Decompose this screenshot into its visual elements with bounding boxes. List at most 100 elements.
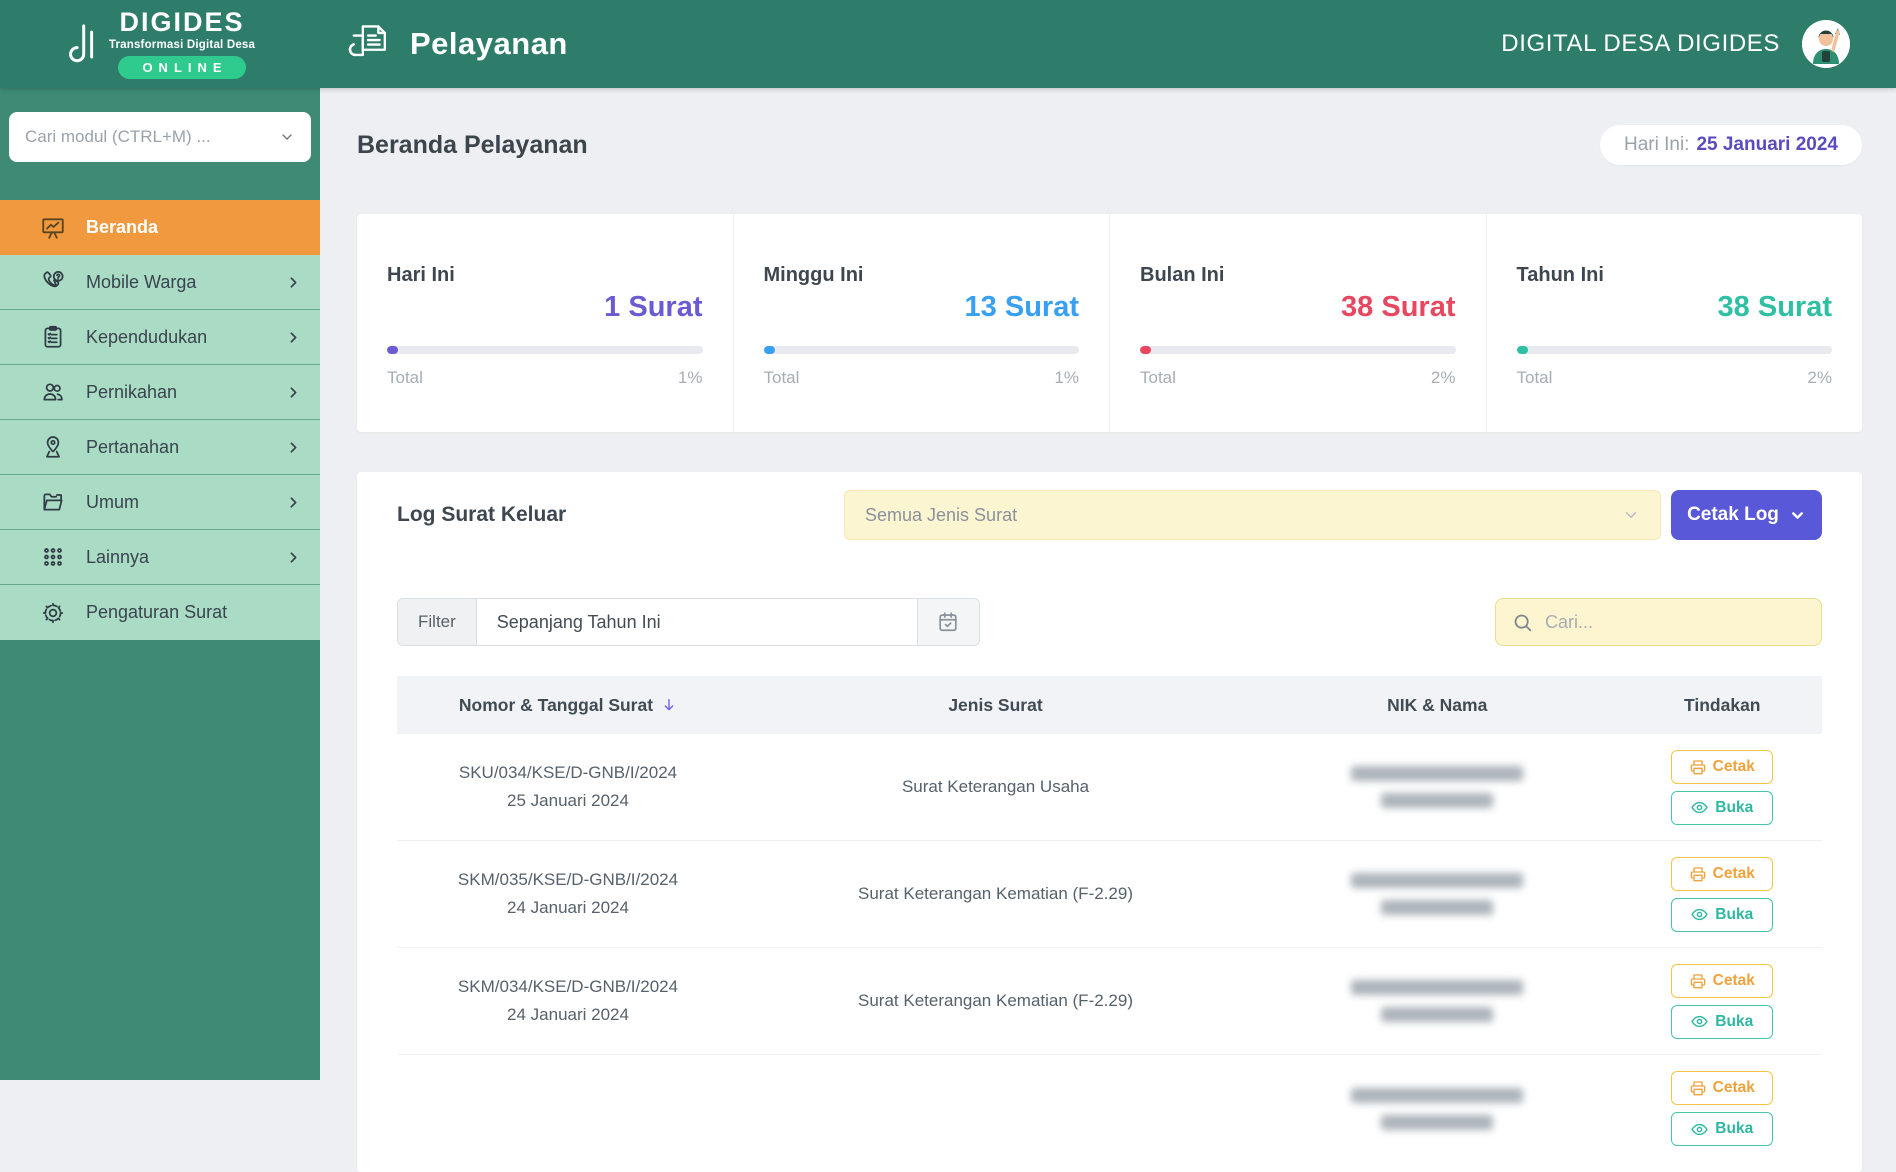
table-search-input[interactable] [1545, 611, 1805, 633]
stat-label: Minggu Ini [763, 264, 864, 286]
doc-type: Surat Keterangan Kematian (F-2.29) [858, 991, 1133, 1010]
column-header-nomor[interactable]: Nomor & Tanggal Surat [397, 695, 739, 716]
redacted-nik [1351, 873, 1524, 888]
table-search[interactable] [1495, 598, 1822, 646]
column-header-jenis: Jenis Surat [948, 694, 1043, 715]
module-search-input[interactable] [25, 127, 279, 147]
page-title: Beranda Pelayanan [357, 130, 588, 159]
redacted-nik [1351, 1087, 1524, 1103]
stat-total-label: Total [1140, 368, 1176, 387]
sidebar-menu: Beranda Mobile Warga Kependudukan Pernik… [0, 200, 320, 640]
buka-button[interactable]: Buka [1671, 1004, 1774, 1039]
stat-percent: 2% [1430, 368, 1456, 387]
chevron-right-icon [285, 494, 302, 511]
cetak-button[interactable]: Cetak [1671, 963, 1774, 998]
brand-logo: DIGIDES Transformasi Digital Desa ONLINE [0, 0, 320, 88]
mobile-icon [40, 269, 66, 295]
stat-percent: 1% [677, 368, 703, 387]
period-filter-group: Filter [397, 598, 980, 646]
stat-card-bulan-ini: Bulan Ini 38 Surat Total 2% [1110, 214, 1487, 432]
table-row: SKM/034/KSE/D-GNB/I/2024 24 Januari 2024… [397, 948, 1822, 1055]
table-row: SKM/035/KSE/D-GNB/I/2024 24 Januari 2024… [397, 841, 1822, 948]
main-content: Beranda Pelayanan Hari Ini: 25 Januari 2… [320, 88, 1896, 1172]
log-table: Nomor & Tanggal Surat Jenis Surat NIK & … [397, 676, 1822, 1162]
sidebar-item-pengaturan-surat[interactable]: Pengaturan Surat [0, 585, 320, 640]
stat-progress-fill [763, 346, 775, 354]
chevron-right-icon [285, 439, 302, 456]
sidebar-item-umum[interactable]: Umum [0, 475, 320, 530]
brand-online-badge: ONLINE [118, 55, 246, 80]
sidebar-item-pertanahan[interactable]: Pertanahan [0, 420, 320, 475]
sort-descending-icon [661, 697, 677, 713]
redacted-nik [1351, 980, 1524, 995]
stat-card-hari-ini: Hari Ini 1 Surat Total 1% [357, 214, 734, 432]
chevron-down-icon [279, 129, 295, 145]
avatar[interactable] [1802, 20, 1850, 68]
documents-icon [342, 20, 394, 69]
sidebar-item-kependudukan[interactable]: Kependudukan [0, 310, 320, 365]
log-surat-keluar-panel: Log Surat Keluar Semua Jenis Surat Cetak… [357, 472, 1862, 1172]
stat-progress-bar [1140, 346, 1456, 354]
buka-button[interactable]: Buka [1671, 790, 1774, 825]
cetak-button[interactable]: Cetak [1671, 1071, 1774, 1105]
stat-total-label: Total [387, 368, 423, 387]
chevron-right-icon [285, 329, 302, 346]
cetak-button[interactable]: Cetak [1671, 856, 1774, 891]
printer-icon [1690, 1080, 1706, 1096]
module-search[interactable] [9, 112, 311, 162]
identity-redacted [1252, 980, 1623, 1022]
doc-date: 24 Januari 2024 [507, 1005, 629, 1024]
stat-progress-fill [1516, 346, 1528, 354]
redacted-name [1381, 1114, 1494, 1130]
identity-redacted [1252, 873, 1623, 915]
identity-redacted [1252, 766, 1623, 808]
doc-type: Surat Keterangan Usaha [901, 777, 1090, 796]
calendar-icon[interactable] [916, 599, 979, 645]
sidebar-item-mobile-warga[interactable]: Mobile Warga [0, 255, 320, 310]
cetak-log-button[interactable]: Cetak Log [1671, 490, 1822, 540]
doc-number: SKM/034/KSE/D-GNB/I/2024 [457, 977, 679, 996]
stat-progress-fill [387, 346, 398, 354]
eye-icon [1691, 1013, 1708, 1030]
doc-type: Surat Keterangan Kematian (F-2.29) [858, 884, 1133, 903]
buka-button[interactable]: Buka [1671, 1112, 1774, 1146]
filter-label: Filter [398, 599, 477, 645]
redacted-name [1381, 900, 1494, 915]
column-header-tindakan: Tindakan [1683, 694, 1761, 715]
sidebar-item-beranda[interactable]: Beranda [0, 200, 320, 255]
date-value: 25 Januari 2024 [1696, 134, 1838, 155]
dashboard-icon [40, 215, 66, 241]
doc-date: 25 Januari 2024 [507, 791, 629, 810]
doc-number: SKU/034/KSE/D-GNB/I/2024 [458, 763, 678, 782]
sidebar: Beranda Mobile Warga Kependudukan Pernik… [0, 88, 320, 1080]
cetak-log-label: Cetak Log [1687, 504, 1779, 525]
table-body: SKU/034/KSE/D-GNB/I/2024 25 Januari 2024… [397, 734, 1822, 1162]
date-label: Hari Ini: [1623, 134, 1690, 155]
printer-icon [1690, 973, 1706, 989]
period-filter-input[interactable] [476, 599, 917, 645]
log-section-title: Log Surat Keluar [397, 503, 567, 526]
sidebar-item-pernikahan[interactable]: Pernikahan [0, 365, 320, 420]
stats-cards: Hari Ini 1 Surat Total 1% Minggu Ini 13 … [357, 214, 1862, 432]
stat-percent: 2% [1807, 368, 1832, 387]
stat-card-minggu-ini: Minggu Ini 13 Surat Total 1% [734, 214, 1110, 432]
stat-percent: 1% [1054, 368, 1079, 387]
eye-icon [1691, 799, 1708, 816]
chevron-right-icon [285, 274, 302, 291]
search-icon [1512, 612, 1533, 633]
cetak-button[interactable]: Cetak [1671, 749, 1774, 784]
stat-progress-bar [1516, 346, 1832, 354]
grid-icon [40, 544, 66, 570]
stat-total-label: Total [1516, 368, 1553, 387]
brand-name: DIGIDES [119, 6, 245, 37]
today-date-pill: Hari Ini: 25 Januari 2024 [1599, 125, 1862, 165]
sidebar-item-lainnya[interactable]: Lainnya [0, 530, 320, 585]
stat-total-label: Total [763, 368, 800, 387]
identity-redacted [1252, 1087, 1623, 1130]
buka-button[interactable]: Buka [1671, 897, 1774, 932]
stat-progress-bar [387, 346, 703, 354]
jenis-surat-select[interactable]: Semua Jenis Surat [844, 490, 1661, 540]
table-header-row: Nomor & Tanggal Surat Jenis Surat NIK & … [397, 676, 1822, 734]
stat-card-tahun-ini: Tahun Ini 38 Surat Total 2% [1487, 214, 1863, 432]
table-row: SKU/034/KSE/D-GNB/I/2024 25 Januari 2024… [397, 734, 1822, 841]
